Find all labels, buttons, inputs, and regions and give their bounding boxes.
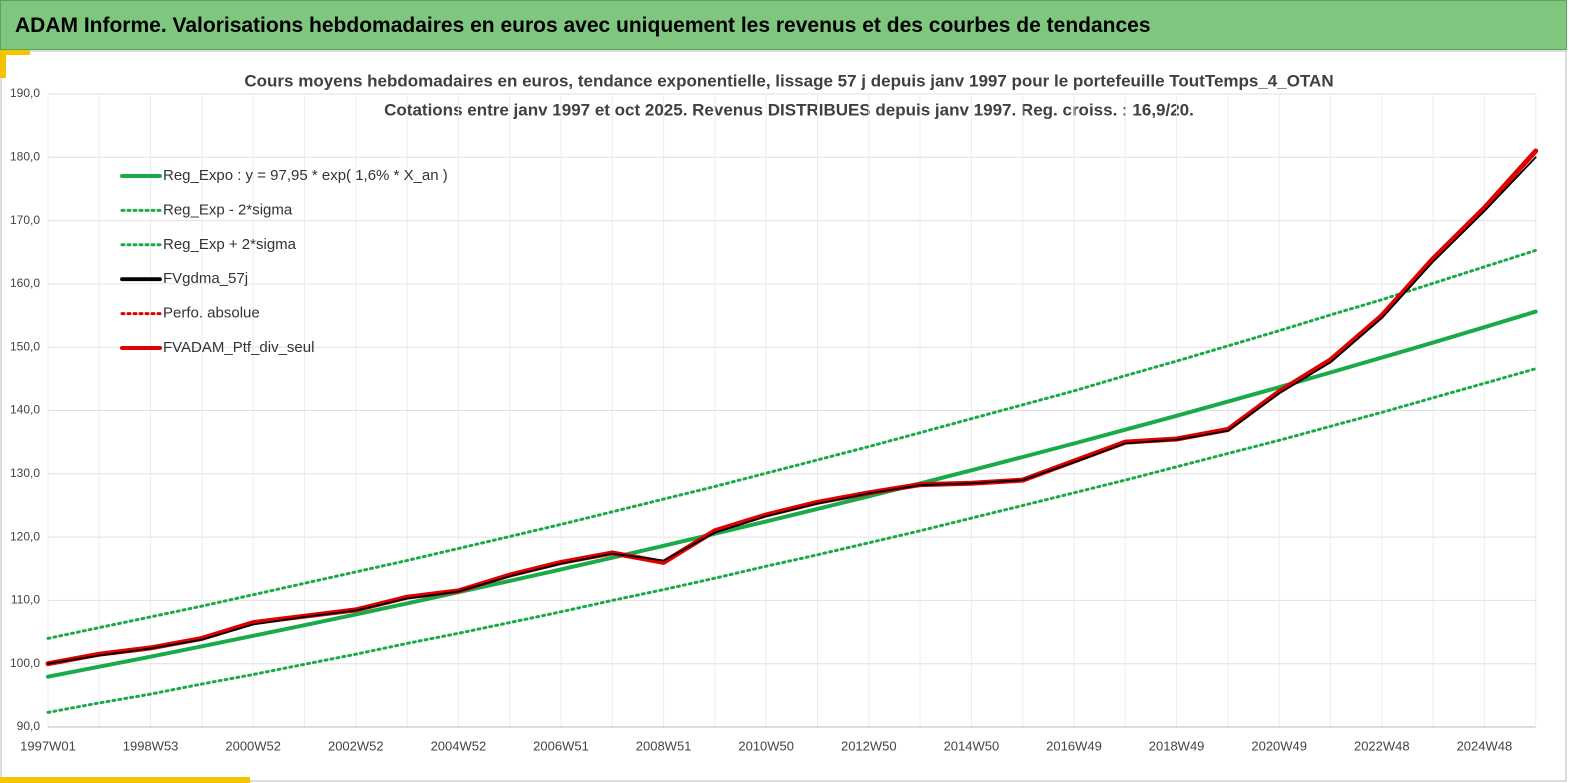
x-tick-label: 2000W52	[225, 738, 281, 753]
y-tick-label: 150,0	[10, 339, 40, 353]
y-tick-label: 90,0	[17, 719, 41, 733]
y-tick-label: 180,0	[10, 149, 40, 163]
y-tick-label: 130,0	[10, 466, 40, 480]
x-tick-label: 1998W53	[123, 738, 179, 753]
y-tick-label: 160,0	[10, 276, 40, 290]
x-tick-label: 2008W51	[636, 738, 692, 753]
series-line	[46, 248, 1538, 640]
legend-label: Perfo. absolue	[163, 305, 260, 322]
x-tick-label: 2020W49	[1251, 738, 1307, 753]
y-tick-label: 100,0	[10, 656, 40, 670]
chart: Cours moyens hebdomadaires en euros, ten…	[0, 50, 1567, 783]
y-tick-label: 170,0	[10, 213, 40, 227]
header-title: ADAM Informe. Valorisations hebdomadaire…	[0, 0, 1567, 50]
x-tick-label: 1997W01	[20, 738, 76, 753]
y-tick-label: 120,0	[10, 529, 40, 543]
accent	[0, 50, 6, 78]
x-tick-label: 2014W50	[944, 738, 1000, 753]
x-tick-label: 2012W50	[841, 738, 897, 753]
y-tick-label: 190,0	[10, 86, 40, 100]
x-tick-label: 2024W48	[1457, 738, 1513, 753]
x-tick-label: 2010W50	[738, 738, 794, 753]
series-line	[47, 156, 1537, 665]
x-tick-label: 2006W51	[533, 738, 589, 753]
legend-label: FVgdma_57j	[163, 270, 248, 287]
x-tick-label: 2022W48	[1354, 738, 1410, 753]
x-tick-label: 2002W52	[328, 738, 384, 753]
accent	[0, 50, 30, 55]
legend-label: Reg_Exp + 2*sigma	[163, 236, 297, 253]
accent	[0, 777, 250, 783]
x-tick-label: 2018W49	[1149, 738, 1205, 753]
legend-label: Reg_Exp - 2*sigma	[163, 201, 293, 218]
chart-subtitle: Cotations entre janv 1997 et oct 2025. R…	[384, 100, 1194, 119]
legend-label: FVADAM_Ptf_div_seul	[163, 339, 314, 356]
chart-title: Cours moyens hebdomadaires en euros, ten…	[244, 71, 1333, 90]
series-line	[46, 367, 1538, 714]
x-tick-label: 2016W49	[1046, 738, 1102, 753]
y-tick-label: 110,0	[11, 593, 40, 607]
legend-label: Reg_Expo : y = 97,95 * exp( 1,6% * X_an …	[163, 167, 448, 184]
chart-frame	[0, 50, 1567, 782]
y-tick-label: 140,0	[10, 403, 40, 417]
x-tick-label: 2004W52	[431, 738, 487, 753]
